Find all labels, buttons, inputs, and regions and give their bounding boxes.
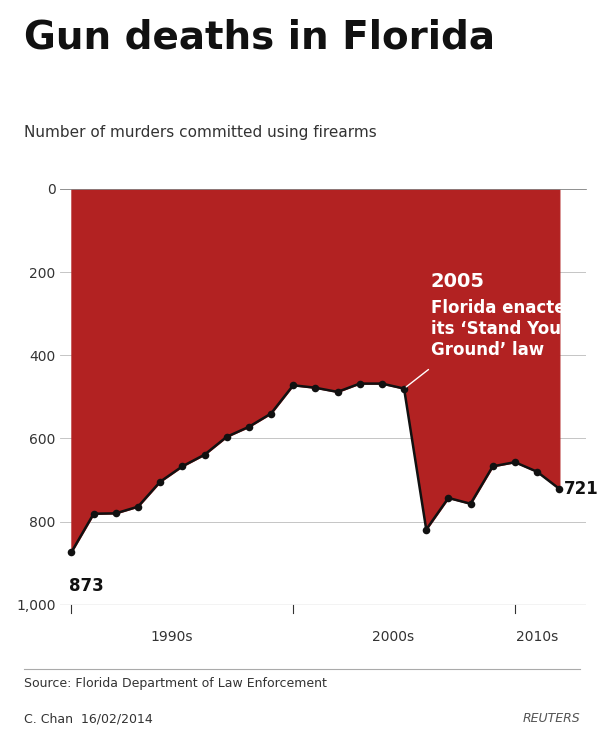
Text: Florida enacted
its ‘Stand Your
Ground’ law: Florida enacted its ‘Stand Your Ground’ … xyxy=(431,299,577,359)
Point xyxy=(200,448,210,460)
Text: Source: Florida Department of Law Enforcement: Source: Florida Department of Law Enforc… xyxy=(24,677,327,689)
Point xyxy=(510,456,520,468)
Point xyxy=(554,483,564,495)
Point xyxy=(443,492,453,504)
Point xyxy=(111,507,121,519)
Text: 2000s: 2000s xyxy=(372,630,414,644)
Text: Number of murders committed using firearms: Number of murders committed using firear… xyxy=(24,125,377,140)
Point xyxy=(288,380,298,392)
Point xyxy=(532,466,542,478)
Point xyxy=(155,476,165,488)
Point xyxy=(488,460,498,472)
Text: Gun deaths in Florida: Gun deaths in Florida xyxy=(24,19,495,57)
Text: 1990s: 1990s xyxy=(150,630,193,644)
Point xyxy=(266,407,276,420)
Point xyxy=(310,382,320,394)
Point xyxy=(133,500,143,513)
Text: 2010s: 2010s xyxy=(516,630,558,644)
Point xyxy=(222,431,231,443)
Point xyxy=(422,523,431,535)
Point xyxy=(355,377,365,389)
Point xyxy=(66,546,76,558)
Point xyxy=(178,460,187,472)
Point xyxy=(466,497,475,510)
Text: C. Chan  16/02/2014: C. Chan 16/02/2014 xyxy=(24,712,153,725)
Point xyxy=(244,421,254,433)
Text: 873: 873 xyxy=(69,577,104,595)
Point xyxy=(89,508,98,520)
Text: 2005: 2005 xyxy=(431,272,484,291)
Point xyxy=(377,377,387,389)
Text: 721: 721 xyxy=(564,480,599,497)
Text: REUTERS: REUTERS xyxy=(522,712,580,725)
Point xyxy=(333,386,342,398)
Point xyxy=(399,383,409,395)
